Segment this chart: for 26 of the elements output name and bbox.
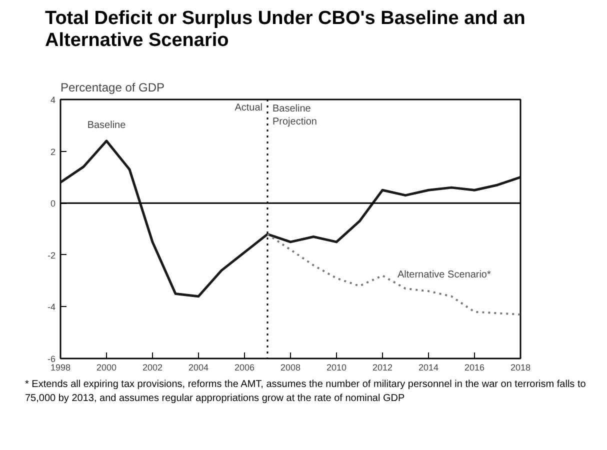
x-tick-label: 2004	[188, 362, 209, 372]
x-tick-label: 2006	[234, 362, 255, 372]
y-tick-label: 4	[50, 95, 56, 105]
text: * Extends all expiring tax provisions, reforms the AMT, assumes the number of military personnel in the war on terrorism falls to 75,000 by 2013, and assumes regular appropriations grow at the rate of nominal GDP	[25, 378, 587, 406]
x-tick-label: 2014	[418, 362, 439, 372]
x-tick-label: 2016	[464, 362, 485, 372]
series-label: Baseline	[87, 120, 126, 131]
x-tick-label: 2008	[280, 362, 301, 372]
y-tick-label: 0	[50, 198, 56, 209]
x-tick-label: 2018	[510, 362, 531, 372]
line-series	[60, 140, 520, 298]
y-tick-label: -2	[48, 250, 56, 260]
y-tick-label: 2	[50, 146, 56, 157]
line-series	[266, 233, 520, 316]
series-label: Alternative Scenario*	[398, 270, 491, 281]
y-tick-label: -6	[48, 354, 56, 364]
x-tick-label: 2002	[142, 362, 163, 372]
x-tick-label: 2012	[372, 362, 393, 372]
y-tick-label: -4	[48, 302, 56, 312]
x-tick-label: 2010	[326, 362, 347, 372]
chart-title: Total Deficit or Surplus Under CBO's Baseline and an Alternative Scenario	[45, 8, 526, 52]
ref-line-label: Actual	[234, 102, 263, 114]
x-tick-label: 2000	[96, 362, 117, 372]
y-axis-title: Percentage of GDP	[60, 80, 165, 94]
annotation: Baseline Projection	[272, 103, 317, 128]
x-tick-label: 1998	[50, 362, 71, 372]
